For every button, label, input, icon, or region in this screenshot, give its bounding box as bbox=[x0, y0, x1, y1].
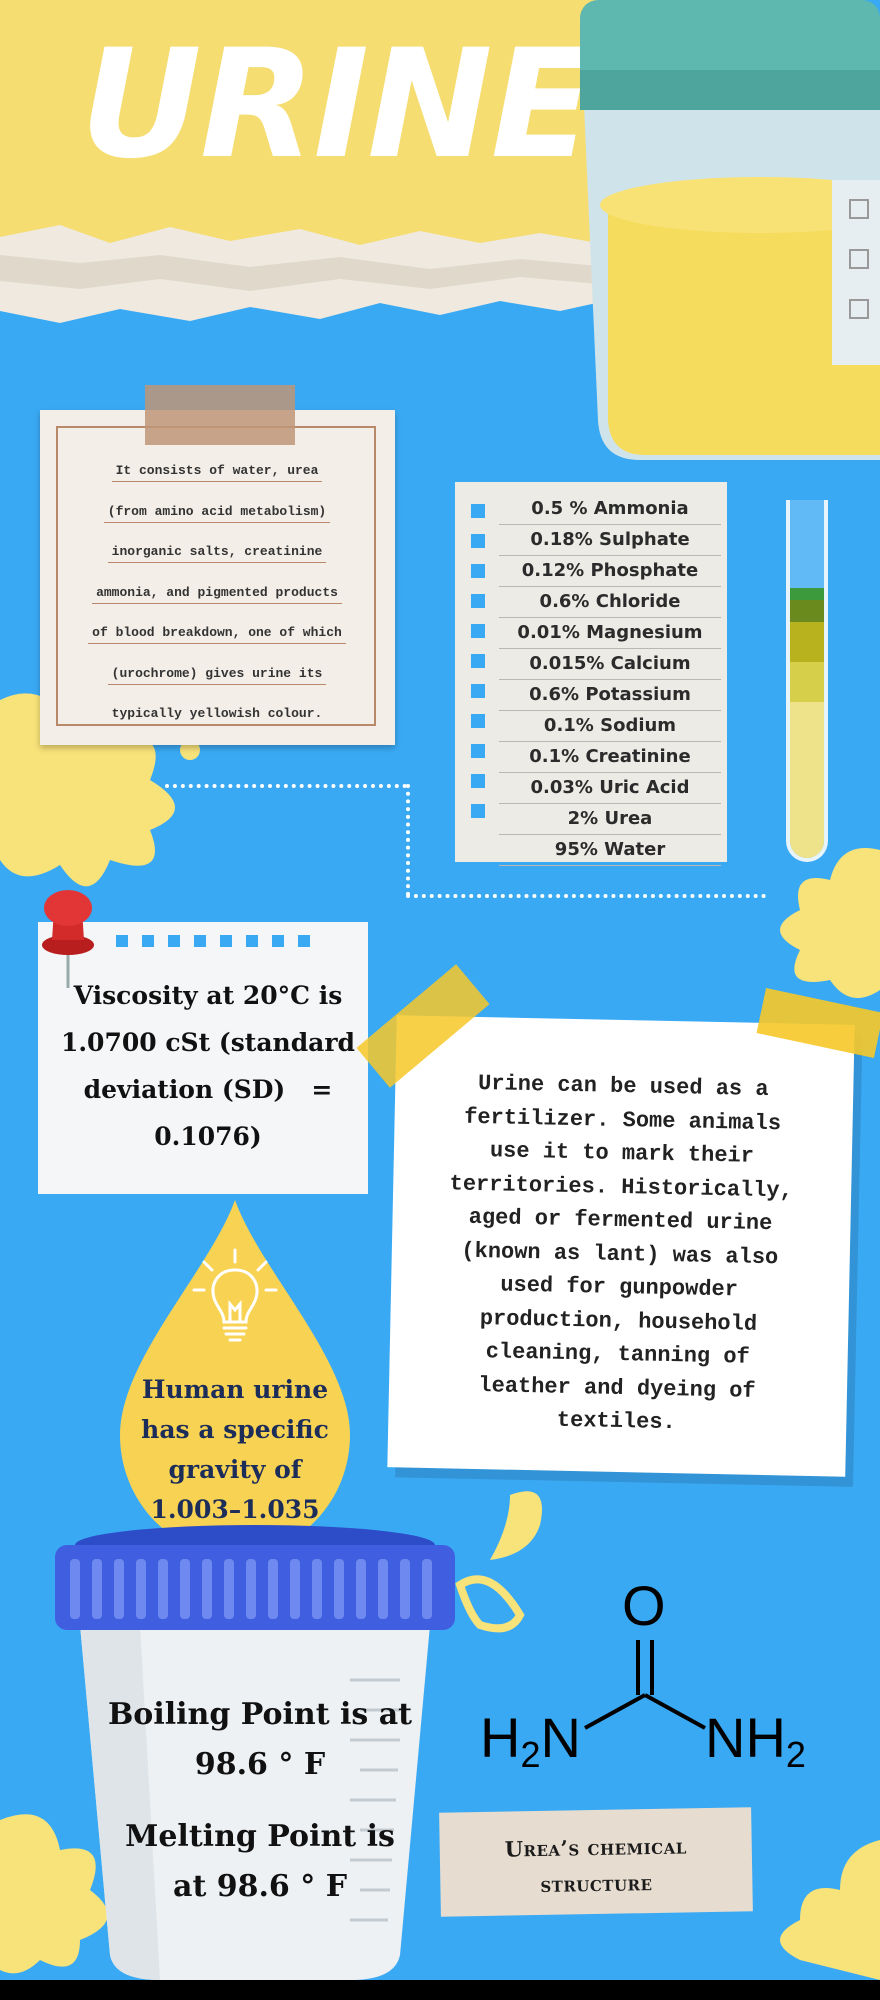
splash-icon bbox=[0, 1814, 108, 1974]
splash-icon bbox=[780, 1840, 880, 1980]
splash-icon bbox=[455, 1491, 542, 1633]
viscosity-line: 0.1076) bbox=[154, 1122, 262, 1151]
intro-line: inorganic salts, creatinine bbox=[107, 541, 327, 563]
amine-right: NH2 bbox=[705, 1706, 806, 1775]
viscosity-line: Viscosity at 20°C is bbox=[73, 981, 343, 1010]
boiling-line: 98.6 ° F bbox=[194, 1747, 326, 1782]
viscosity-line: 1.0700 cSt (standard bbox=[60, 1028, 356, 1057]
torn-paper-strip bbox=[0, 225, 610, 323]
drop-shape bbox=[120, 1200, 350, 1555]
intro-line: It consists of water, urea bbox=[111, 460, 323, 482]
splash-icon bbox=[780, 848, 880, 998]
composition-item: 95% Water bbox=[499, 835, 721, 866]
tape bbox=[145, 385, 295, 445]
composition-item: 0.015% Calcium bbox=[499, 649, 721, 680]
intro-line: (urochrome) gives urine its bbox=[107, 663, 327, 685]
dotted-connector bbox=[165, 784, 407, 788]
uses-card: Urine can be used as a fertilizer. Some … bbox=[387, 1015, 855, 1477]
dotted-connector bbox=[406, 894, 766, 898]
specimen-cup-bottom bbox=[55, 1525, 455, 1980]
notebook-holes bbox=[455, 504, 489, 834]
oxygen-atom: O bbox=[622, 1574, 666, 1637]
page-title: URINE bbox=[80, 18, 593, 192]
amine-left: H2N bbox=[480, 1706, 581, 1775]
composition-intro-card: It consists of water, urea (from amino a… bbox=[40, 410, 395, 745]
temperature-points: Boiling Point is at 98.6 ° F Melting Poi… bbox=[105, 1690, 415, 1912]
composition-item: 0.01% Magnesium bbox=[499, 618, 721, 649]
composition-item: 0.1% Sodium bbox=[499, 711, 721, 742]
test-tube bbox=[786, 500, 828, 862]
composition-item: 0.6% Potassium bbox=[499, 680, 721, 711]
composition-item: 0.03% Uric Acid bbox=[499, 773, 721, 804]
composition-list-card: 0.5 % Ammonia 0.18% Sulphate 0.12% Phosp… bbox=[455, 482, 727, 866]
composition-item: 0.6% Chloride bbox=[499, 587, 721, 618]
urea-caption-card: Urea’s chemical structure bbox=[439, 1807, 753, 1917]
intro-line: ammonia, and pigmented products bbox=[92, 582, 342, 604]
gravity-line: Human urine bbox=[141, 1375, 329, 1404]
composition-item: 0.5 % Ammonia bbox=[499, 494, 721, 525]
composition-item: 0.1% Creatinine bbox=[499, 742, 721, 773]
urea-caption-line: Urea’s chemical bbox=[504, 1833, 687, 1862]
intro-line: typically yellowish colour. bbox=[107, 703, 327, 725]
lightbulb-icon bbox=[192, 1248, 278, 1342]
composition-item: 2% Urea bbox=[499, 804, 721, 835]
viscosity-card: Viscosity at 20°C is 1.0700 cSt (standar… bbox=[38, 922, 368, 1194]
melting-line: at 98.6 ° F bbox=[173, 1869, 347, 1904]
gravity-line: 1.003–1.035 bbox=[150, 1495, 320, 1524]
gravity-line: has a specific bbox=[141, 1415, 329, 1444]
composition-item: 0.18% Sulphate bbox=[499, 525, 721, 556]
bottom-bar bbox=[0, 1980, 880, 2000]
urea-caption-line: structure bbox=[540, 1870, 653, 1897]
intro-line: of blood breakdown, one of which bbox=[88, 622, 346, 644]
dotted-connector bbox=[406, 784, 410, 896]
notebook-holes bbox=[116, 934, 324, 952]
specimen-cup-top bbox=[580, 0, 880, 460]
composition-item: 0.12% Phosphate bbox=[499, 556, 721, 587]
gravity-line: gravity of bbox=[168, 1455, 302, 1484]
push-pin-icon bbox=[42, 890, 94, 988]
boiling-line: Boiling Point is at bbox=[107, 1697, 413, 1732]
viscosity-line: deviation (SD) = bbox=[83, 1075, 333, 1104]
urea-molecule: O H2N NH2 bbox=[470, 1570, 830, 1780]
melting-line: Melting Point is bbox=[125, 1819, 395, 1854]
intro-line: (from amino acid metabolism) bbox=[103, 501, 331, 523]
uses-line: textiles. bbox=[556, 1407, 676, 1436]
specific-gravity-text: Human urine has a specific gravity of 1.… bbox=[120, 1370, 350, 1530]
